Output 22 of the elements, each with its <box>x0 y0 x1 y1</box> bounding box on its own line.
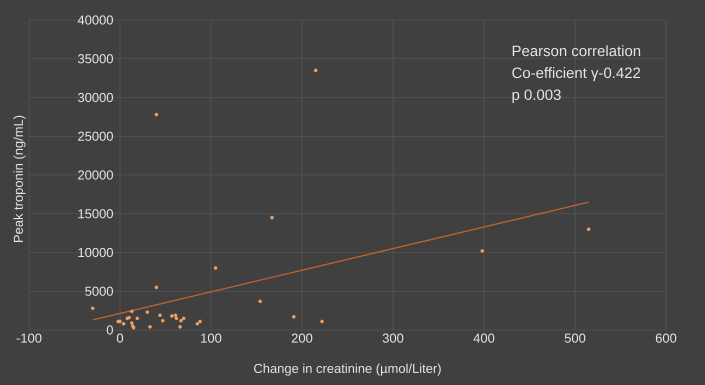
x-tick-label: 0 <box>116 334 124 343</box>
x-tick-label: -100 <box>16 334 42 343</box>
y-axis-title: Peak troponin (ng/mL) <box>13 116 26 242</box>
y-tick-label: 35000 <box>78 54 113 64</box>
x-tick-label: 200 <box>292 334 312 343</box>
y-tick-label: 0 <box>106 325 113 335</box>
y-tick-label: 5000 <box>85 286 113 296</box>
y-tick-label: 10000 <box>78 248 113 258</box>
y-tick-label: 15000 <box>78 209 113 218</box>
x-axis-title: Change in creatinine (µmol/Liter) <box>254 364 441 376</box>
y-tick-label: 40000 <box>78 15 113 25</box>
x-tick-label: 600 <box>656 334 676 343</box>
y-tick-label: 20000 <box>78 170 113 180</box>
annotation: Co-efficient γ-0.422 <box>512 67 640 82</box>
y-tick-label: 30000 <box>78 92 113 102</box>
annotation: p 0.003 <box>512 89 561 103</box>
x-tick-label: 100 <box>201 334 222 343</box>
x-tick-label: 400 <box>473 334 494 343</box>
y-tick-label: 25000 <box>78 132 113 141</box>
annotation: Pearson correlation <box>512 45 640 56</box>
x-tick-label: 500 <box>564 334 586 343</box>
x-tick-label: 300 <box>382 334 404 343</box>
